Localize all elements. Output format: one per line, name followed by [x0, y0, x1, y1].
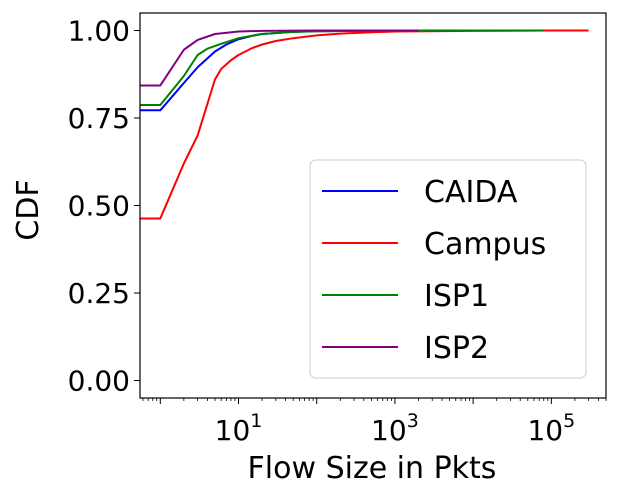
- legend-label-isp1: ISP1: [424, 279, 489, 314]
- y-axis-label: CDF: [11, 179, 46, 240]
- y-tick-label: 0.50: [68, 190, 130, 223]
- series-line-isp2: [140, 29, 419, 87]
- y-tick-label: 0.75: [68, 102, 130, 135]
- x-tick-label: 101: [215, 410, 263, 447]
- x-axis-label: Flow Size in Pkts: [248, 451, 497, 486]
- legend-label-campus: Campus: [424, 227, 546, 262]
- y-tick-label: 0.25: [68, 277, 130, 310]
- legend-label-caida: CAIDA: [424, 175, 518, 210]
- y-tick-label: 1.00: [68, 15, 130, 48]
- y-axis-ticks: 0.00 0.25 0.50 0.75 1.00: [68, 15, 140, 398]
- y-tick-label: 0.00: [68, 365, 130, 398]
- x-tick-label: 105: [527, 410, 575, 447]
- x-axis-ticks: 101 103 105: [142, 398, 607, 447]
- x-tick-label: 103: [371, 410, 419, 447]
- legend: CAIDA Campus ISP1 ISP2: [309, 159, 587, 379]
- series-line-campus: [140, 29, 589, 220]
- legend-box: [309, 159, 587, 379]
- series-lines: [140, 29, 589, 220]
- legend-label-isp2: ISP2: [424, 331, 489, 366]
